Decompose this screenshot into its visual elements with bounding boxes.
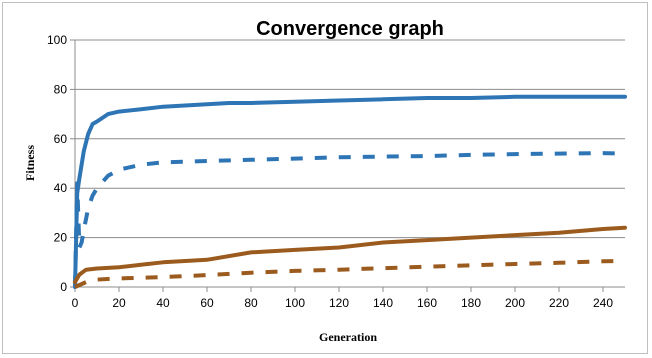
y-tick-label: 60 <box>54 132 68 146</box>
x-tick-label: 100 <box>285 296 305 310</box>
x-tick-label: 200 <box>505 296 525 310</box>
x-tick-label: 80 <box>244 296 258 310</box>
x-axis-title: Generation <box>319 330 377 344</box>
axes <box>70 39 625 292</box>
y-tick-label: 0 <box>60 280 67 294</box>
x-tick-label: 120 <box>329 296 349 310</box>
x-tick-label: 240 <box>593 296 613 310</box>
x-tick-labels: 0 20 40 60 80 100 120 140 160 180 200 220 240 <box>72 296 614 310</box>
y-axis-title: Fitness <box>23 145 37 181</box>
y-tick-label: 20 <box>54 231 68 245</box>
x-tick-label: 140 <box>373 296 393 310</box>
series-line-4 <box>74 258 626 289</box>
series-group <box>73 94 627 289</box>
gridlines <box>75 39 625 239</box>
y-tick-label: 40 <box>54 181 68 195</box>
series-line-3 <box>73 225 627 285</box>
series-line-1 <box>73 94 627 289</box>
y-tick-label: 100 <box>47 33 67 47</box>
y-tick-labels: 0 20 40 60 80 100 <box>47 33 67 294</box>
chart-area <box>2 2 648 354</box>
x-tick-label: 180 <box>461 296 481 310</box>
x-tick-label: 20 <box>112 296 126 310</box>
x-tick-label: 160 <box>417 296 437 310</box>
chart-title: Convergence graph <box>256 18 444 40</box>
series-line-2 <box>73 151 626 288</box>
x-tick-label: 220 <box>549 296 569 310</box>
x-tick-label: 0 <box>72 296 79 310</box>
x-tick-label: 60 <box>200 296 214 310</box>
y-tick-label: 80 <box>54 82 68 96</box>
x-tick-label: 40 <box>156 296 170 310</box>
